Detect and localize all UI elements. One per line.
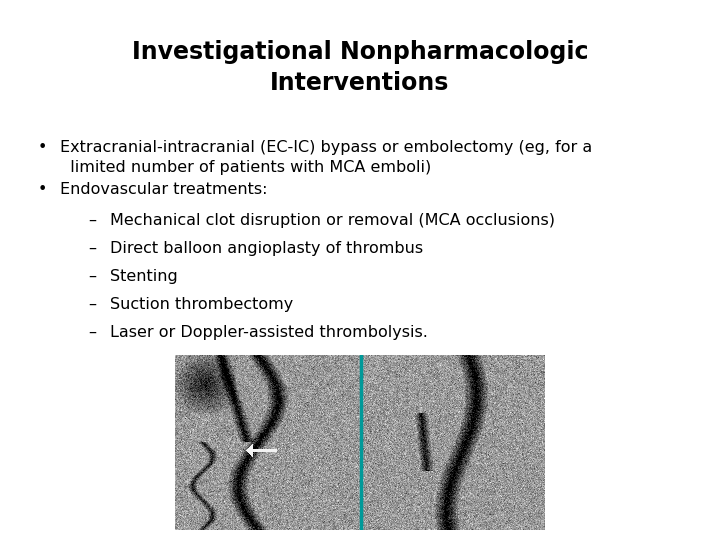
Text: –: – xyxy=(88,297,96,312)
Text: •: • xyxy=(38,140,48,155)
Text: –: – xyxy=(88,241,96,256)
Text: –: – xyxy=(88,213,96,228)
Text: Investigational Nonpharmacologic
Interventions: Investigational Nonpharmacologic Interve… xyxy=(132,40,588,94)
Text: Stenting: Stenting xyxy=(110,269,178,284)
Text: Extracranial-intracranial (EC-IC) bypass or embolectomy (eg, for a
  limited num: Extracranial-intracranial (EC-IC) bypass… xyxy=(60,140,593,176)
Text: •: • xyxy=(38,182,48,197)
Text: Laser or Doppler-assisted thrombolysis.: Laser or Doppler-assisted thrombolysis. xyxy=(110,325,428,340)
Text: Mechanical clot disruption or removal (MCA occlusions): Mechanical clot disruption or removal (M… xyxy=(110,213,555,228)
Text: –: – xyxy=(88,269,96,284)
Text: Suction thrombectomy: Suction thrombectomy xyxy=(110,297,293,312)
Text: –: – xyxy=(88,325,96,340)
Text: Direct balloon angioplasty of thrombus: Direct balloon angioplasty of thrombus xyxy=(110,241,423,256)
Text: Endovascular treatments:: Endovascular treatments: xyxy=(60,182,268,197)
